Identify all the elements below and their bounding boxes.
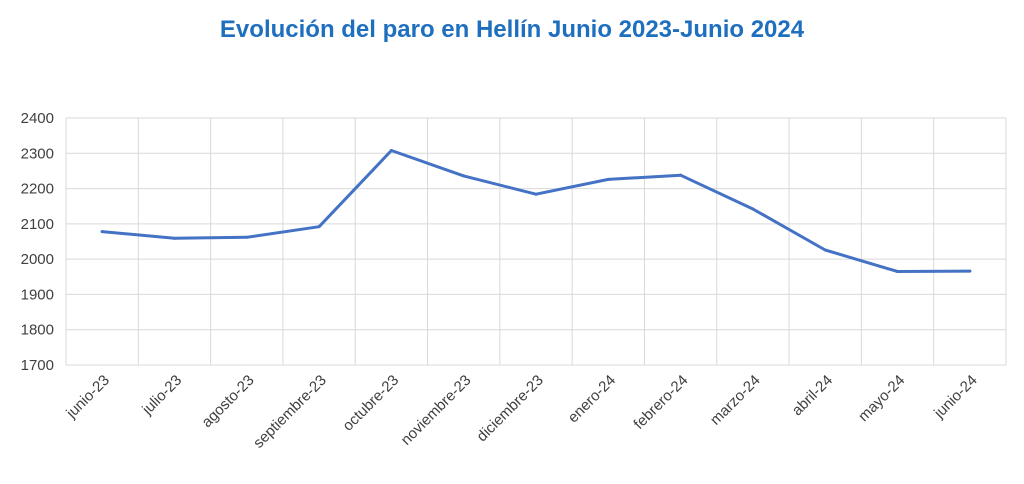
x-tick-label: agosto-23 — [198, 372, 257, 431]
data-point — [389, 148, 393, 152]
chart-title: Evolución del paro en Hellín Junio 2023-… — [219, 16, 805, 43]
x-tick-label: junio-23 — [63, 372, 113, 422]
x-tick-label: marzo-24 — [707, 372, 764, 429]
x-tick-label: diciembre-23 — [473, 372, 546, 445]
data-point — [245, 235, 249, 239]
y-tick-label: 1900 — [21, 286, 54, 303]
data-point — [100, 230, 104, 234]
x-tick-label: enero-24 — [565, 372, 619, 426]
x-tick-label: septiembre-23 — [250, 372, 330, 452]
data-point — [823, 248, 827, 252]
data-point — [679, 173, 683, 177]
x-tick-label: mayo-24 — [855, 372, 908, 425]
y-tick-label: 2100 — [21, 216, 54, 233]
y-tick-label: 2000 — [21, 251, 54, 268]
series-line — [100, 149, 972, 273]
y-tick-label: 2300 — [21, 145, 54, 162]
data-point — [172, 236, 176, 240]
data-point — [606, 177, 610, 181]
y-tick-label: 2200 — [21, 181, 54, 198]
data-point — [968, 269, 972, 273]
data-point — [534, 192, 538, 196]
data-point — [462, 174, 466, 178]
y-tick-label: 2400 — [21, 110, 54, 127]
y-tick-label: 1700 — [21, 357, 54, 374]
data-point — [751, 207, 755, 211]
x-tick-label: febrero-24 — [630, 372, 691, 433]
data-point — [896, 269, 900, 273]
y-tick-label: 1800 — [21, 322, 54, 339]
x-tick-label: noviembre-23 — [398, 372, 475, 449]
x-tick-label: junio-24 — [930, 372, 980, 422]
data-point — [317, 225, 321, 229]
x-tick-label: julio-23 — [138, 372, 185, 419]
x-tick-label: abril-24 — [789, 372, 836, 419]
x-tick-label: octubre-23 — [339, 372, 402, 435]
